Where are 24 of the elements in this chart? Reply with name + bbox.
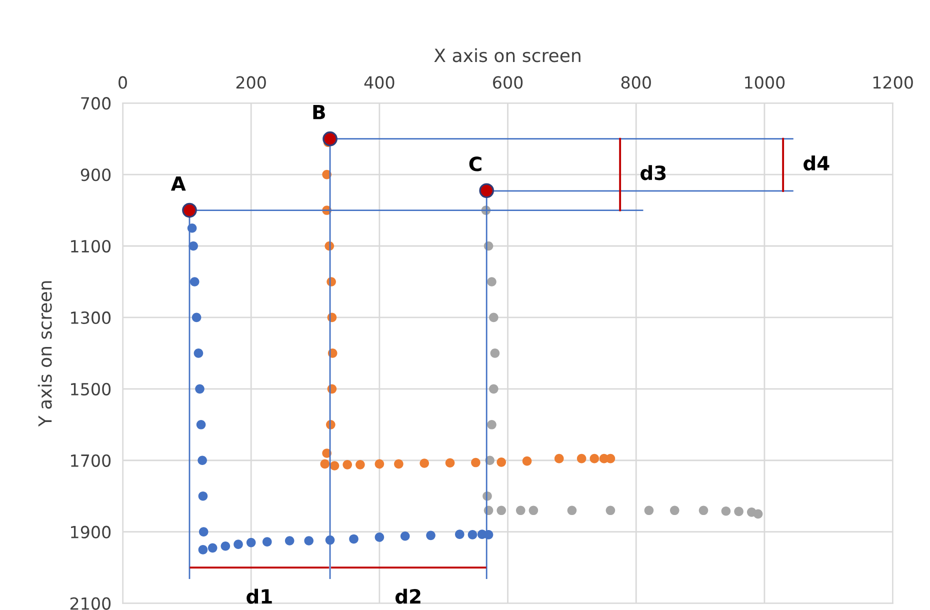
annotation: d2 <box>395 588 420 604</box>
y-tick-label: 900 <box>80 168 111 182</box>
x-tick-label: 1200 <box>873 76 913 89</box>
x-tick-label: 400 <box>364 76 394 89</box>
y-tick-label: 2100 <box>70 597 111 610</box>
annotation: d1 <box>246 588 272 604</box>
y-tick-label: 1300 <box>71 311 111 324</box>
x-axis-title: X axis on screen <box>434 48 580 62</box>
y-tick-label: 1500 <box>71 382 111 396</box>
x-tick-label: 800 <box>621 76 651 89</box>
y-axis-title: Y axis on screen <box>38 281 52 427</box>
annotation: d3 <box>640 165 666 180</box>
x-tick-label: 0 <box>118 76 127 89</box>
y-tick-label: 1100 <box>71 240 111 253</box>
y-tick-label: 700 <box>81 97 111 110</box>
y-tick-label: 1700 <box>71 454 111 467</box>
x-tick-label: 1000 <box>745 76 785 89</box>
annotation: C <box>469 156 482 172</box>
y-tick-label: 1900 <box>71 526 111 538</box>
x-tick-label: 200 <box>236 76 266 89</box>
x-tick-label: 600 <box>493 76 523 89</box>
annotation: B <box>313 105 325 120</box>
annotation: A <box>170 176 186 191</box>
annotation: d4 <box>804 155 830 171</box>
